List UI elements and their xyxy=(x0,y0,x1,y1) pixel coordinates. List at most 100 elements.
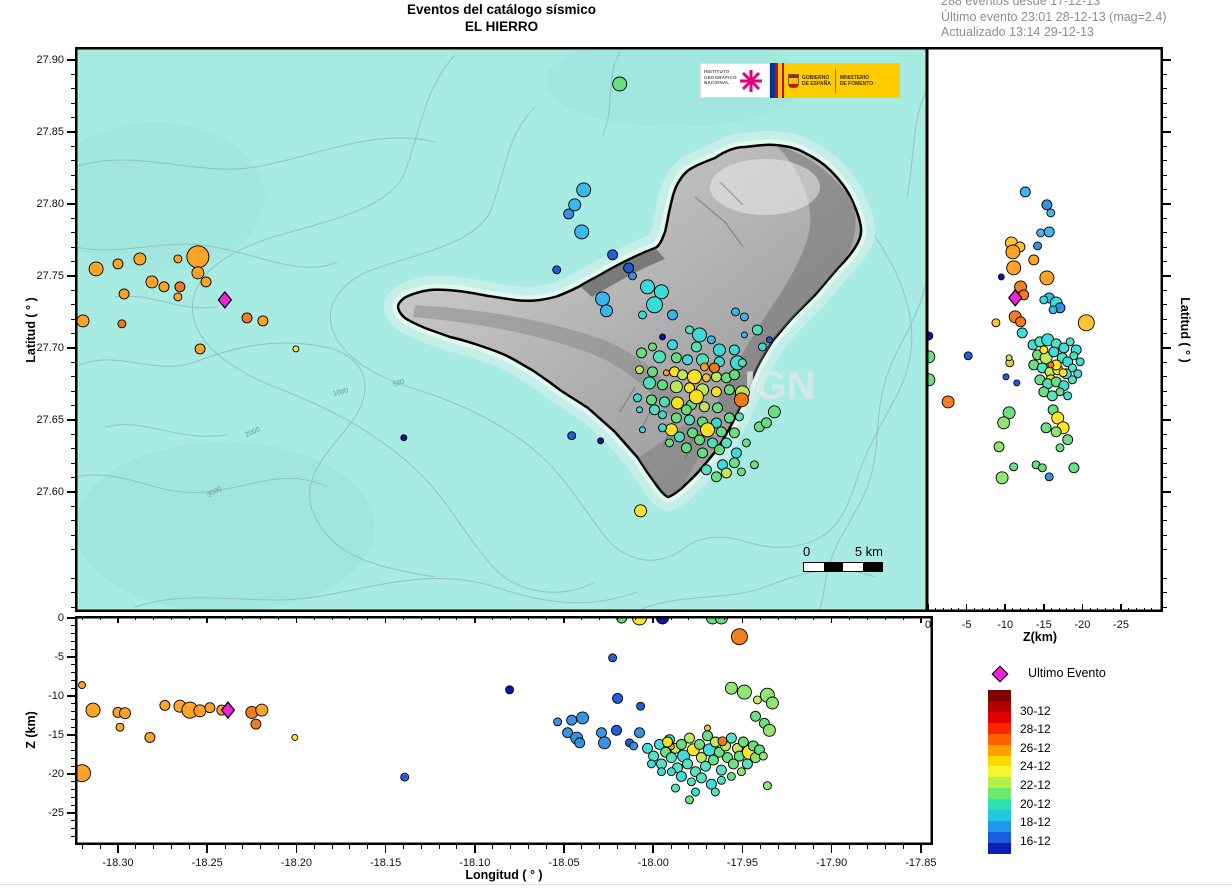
color-scale-band xyxy=(988,766,1011,778)
event-point xyxy=(1046,390,1058,402)
lon-tick-label: -17.85 xyxy=(905,857,937,869)
lon-minor-tick xyxy=(224,845,226,849)
event-point xyxy=(647,366,658,378)
lat-tick-label: 27.60 xyxy=(36,486,64,499)
event-point xyxy=(88,261,104,277)
event-point xyxy=(1075,357,1085,367)
lon-minor-tick xyxy=(260,616,262,620)
event-point xyxy=(675,738,687,750)
event-point xyxy=(750,710,761,722)
lat-minor-tick xyxy=(71,102,75,104)
lon-minor-tick xyxy=(135,616,137,620)
event-point xyxy=(762,723,776,737)
depth-minor-tick xyxy=(71,718,75,720)
lat-minor-tick xyxy=(1163,606,1167,608)
event-point xyxy=(1077,314,1095,332)
lat-tick-label: 27.65 xyxy=(36,414,64,427)
depth-minor-tick xyxy=(71,757,75,759)
depth-tick xyxy=(67,734,75,736)
event-point xyxy=(685,795,694,805)
event-point xyxy=(144,731,156,743)
scale-zero-label: 0 xyxy=(803,544,811,559)
lat-minor-tick xyxy=(1163,405,1167,407)
lon-minor-tick xyxy=(688,845,690,849)
lat-minor-tick xyxy=(1163,189,1167,191)
lat-minor-tick xyxy=(71,606,75,608)
event-point xyxy=(717,736,728,747)
lon-minor-tick xyxy=(242,845,244,849)
event-point xyxy=(674,431,685,443)
lat-minor-tick xyxy=(1163,520,1167,522)
lat-minor-tick xyxy=(71,289,75,291)
event-point xyxy=(653,350,666,364)
longitude-depth-event-points xyxy=(75,616,779,805)
depth-tick-label: -5 xyxy=(961,619,972,631)
lat-minor-tick xyxy=(71,505,75,507)
depth-minor-tick xyxy=(950,608,952,612)
event-point xyxy=(687,427,698,439)
event-point xyxy=(667,339,678,351)
depth-tick-label: 0 xyxy=(57,612,64,625)
color-scale-band xyxy=(988,690,1011,701)
depth-tick-label: -25 xyxy=(48,807,64,820)
event-point xyxy=(1016,327,1028,339)
event-point xyxy=(646,394,657,406)
event-point xyxy=(552,265,562,275)
lon-tick xyxy=(741,845,744,853)
lon-tick-label: -18.00 xyxy=(637,857,669,869)
flag-red-bar xyxy=(781,63,784,98)
lon-minor-tick xyxy=(902,845,904,849)
color-scale-date-label: 16-12 xyxy=(1020,833,1051,848)
lat-minor-tick xyxy=(71,520,75,522)
event-point xyxy=(724,681,738,695)
lon-minor-tick xyxy=(171,845,173,849)
lon-minor-tick xyxy=(510,845,511,849)
event-point xyxy=(633,393,642,403)
lon-tick xyxy=(474,616,476,623)
lon-minor-tick xyxy=(545,845,547,849)
event-point xyxy=(997,273,1005,281)
event-point xyxy=(691,787,700,797)
bathymetry-contours xyxy=(75,51,928,612)
color-scale-band xyxy=(988,744,1011,756)
event-point xyxy=(1055,443,1065,453)
event-point xyxy=(694,434,705,446)
lat-minor-tick xyxy=(71,361,75,363)
lon-minor-tick xyxy=(438,845,440,849)
lon-minor-tick xyxy=(420,616,422,620)
lat-minor-tick xyxy=(71,217,75,219)
lon-tick xyxy=(206,845,208,853)
lon-tick-label: -18.05 xyxy=(548,857,580,869)
event-point xyxy=(710,386,722,398)
lat-minor-tick xyxy=(1163,549,1167,551)
ign-gobierno-banner: INSTITUTO GEOGRÁFICO NACIONAL GOBIERNO D… xyxy=(700,63,900,98)
color-scale-band xyxy=(988,722,1011,734)
right-y-axis-title: Latitud ( ° ) xyxy=(1178,297,1192,363)
event-point xyxy=(648,750,660,762)
event-point xyxy=(1005,244,1021,260)
event-point xyxy=(634,727,645,739)
lat-minor-tick xyxy=(71,405,75,407)
depth-minor-tick xyxy=(1027,608,1029,612)
lon-minor-tick xyxy=(884,845,886,849)
lat-tick xyxy=(67,491,75,493)
lon-minor-tick xyxy=(581,616,583,620)
last-event-marker xyxy=(217,290,233,309)
event-point xyxy=(686,777,696,787)
divider xyxy=(834,68,836,93)
depth-minor-tick xyxy=(71,820,75,822)
lon-minor-tick xyxy=(331,845,333,849)
event-point xyxy=(695,752,707,764)
event-point xyxy=(720,437,732,449)
lon-minor-tick xyxy=(706,616,708,620)
lon-minor-tick xyxy=(599,845,601,849)
lat-minor-tick xyxy=(1163,246,1167,248)
lat-minor-tick xyxy=(71,318,75,320)
depth-tick-label: -15 xyxy=(48,729,64,742)
event-point xyxy=(250,718,262,730)
lat-minor-tick xyxy=(1163,102,1167,104)
lon-tick xyxy=(652,845,654,853)
depth-minor-tick xyxy=(989,608,991,612)
event-point xyxy=(730,628,748,646)
